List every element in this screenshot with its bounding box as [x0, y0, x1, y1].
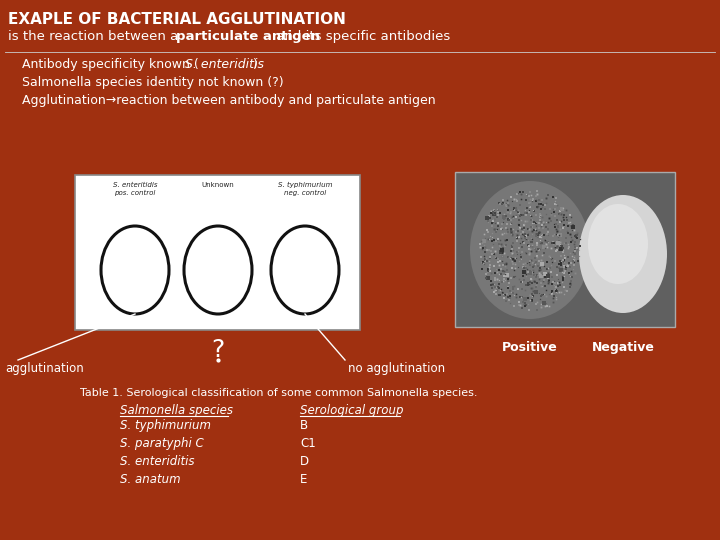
Text: ): ) — [253, 58, 258, 71]
Text: Agglutination→reaction between antibody and particulate antigen: Agglutination→reaction between antibody … — [22, 94, 436, 107]
Text: S. enteritidis
pos. control: S. enteritidis pos. control — [113, 182, 157, 195]
Text: S. anatum: S. anatum — [120, 473, 181, 486]
Bar — [455, 172, 675, 327]
Ellipse shape — [271, 226, 339, 314]
Text: Salmonella species identity not known (?): Salmonella species identity not known (?… — [22, 76, 284, 89]
Text: S. paratyphi C: S. paratyphi C — [120, 437, 204, 450]
Text: and its specific antibodies: and its specific antibodies — [272, 30, 450, 43]
Text: D: D — [300, 455, 309, 468]
Text: ?: ? — [212, 338, 225, 362]
Text: E: E — [300, 473, 307, 486]
Ellipse shape — [184, 226, 252, 314]
Text: Unknown: Unknown — [202, 182, 235, 188]
Text: Serological group: Serological group — [300, 404, 403, 417]
Text: Antibody specificity known (: Antibody specificity known ( — [22, 58, 199, 71]
Ellipse shape — [579, 195, 667, 313]
Text: S. typhimurium: S. typhimurium — [120, 419, 211, 432]
Text: Salmonella species: Salmonella species — [120, 404, 233, 417]
Ellipse shape — [470, 181, 590, 319]
Text: is the reaction between a: is the reaction between a — [8, 30, 182, 43]
Text: C1: C1 — [300, 437, 316, 450]
Text: agglutination: agglutination — [5, 362, 84, 375]
Text: Negative: Negative — [592, 341, 654, 354]
Text: Positive: Positive — [502, 341, 558, 354]
Text: S. typhimurium
neg. control: S. typhimurium neg. control — [278, 182, 332, 196]
Text: S. enteriditis: S. enteriditis — [120, 455, 194, 468]
Text: Table 1. Serological classification of some common Salmonella species.: Table 1. Serological classification of s… — [80, 388, 477, 398]
Ellipse shape — [588, 204, 648, 284]
Text: no agglutination: no agglutination — [348, 362, 445, 375]
Text: B: B — [300, 419, 308, 432]
Bar — [75, 175, 360, 330]
Text: EXAPLE OF BACTERIAL AGGLUTINATION: EXAPLE OF BACTERIAL AGGLUTINATION — [8, 12, 346, 27]
Text: particulate antigen: particulate antigen — [176, 30, 320, 43]
Ellipse shape — [101, 226, 169, 314]
Text: S. enteriditis: S. enteriditis — [185, 58, 264, 71]
